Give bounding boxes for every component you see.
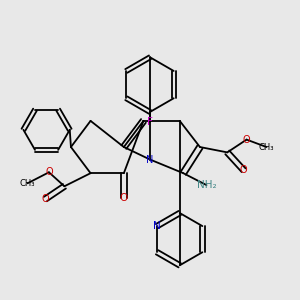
Text: O: O [243,135,250,145]
Text: O: O [120,193,128,202]
Text: F: F [147,117,153,127]
Text: N: N [146,154,154,164]
Text: NH₂: NH₂ [197,180,216,190]
Text: CH₃: CH₃ [259,142,274,152]
Text: O: O [45,167,53,177]
Text: CH₃: CH₃ [20,179,35,188]
Text: O: O [42,194,49,204]
Text: N: N [153,221,161,231]
Text: O: O [240,165,248,175]
